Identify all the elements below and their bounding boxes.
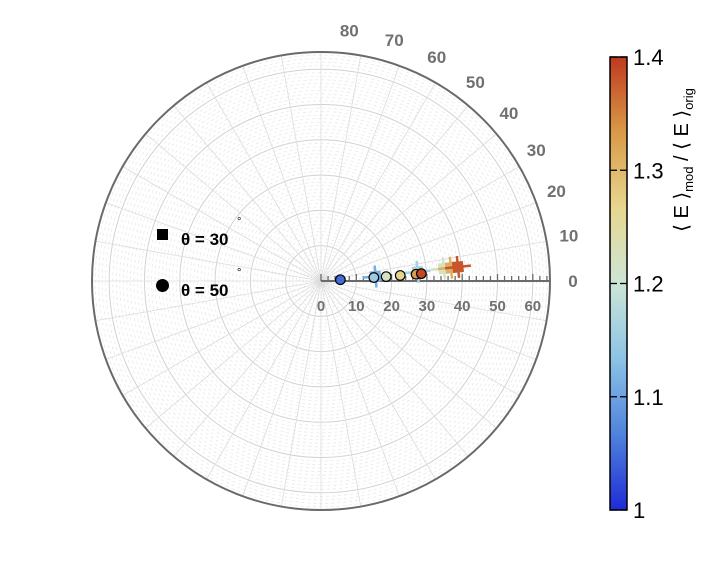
- angular-grid-line: [320, 280, 537, 360]
- angular-grid-line: [145, 133, 322, 282]
- colorbar-title-sub-mod: mod: [681, 167, 696, 192]
- angle-tick-label: 40: [499, 104, 518, 123]
- colorbar-tick-label: 1: [633, 498, 645, 523]
- angular-grid-line: [95, 240, 322, 282]
- colorbar-title-e-mod: ⟨ E ⟩: [671, 192, 693, 232]
- radial-tick-label: 20: [383, 298, 400, 315]
- data-point-circle: [394, 270, 406, 281]
- angular-grid-line: [242, 280, 322, 497]
- legend-circle-marker: [156, 279, 169, 292]
- data-point-circle: [380, 271, 392, 282]
- angular-grid-line: [206, 280, 322, 480]
- angular-grid-line: [122, 166, 322, 282]
- angle-tick-label: 10: [559, 226, 578, 245]
- radial-tick-labels: 0 10 20 30 40 50 60: [317, 298, 541, 315]
- colorbar-tick-label: 1.4: [633, 45, 664, 70]
- angular-grid-line: [280, 280, 322, 507]
- angular-grid-line: [320, 280, 400, 497]
- colorbar-tick-label: 1.3: [633, 158, 664, 183]
- angular-grid-line: [320, 166, 520, 282]
- data-point-circle: [415, 268, 427, 280]
- legend-unit-theta50: °: [237, 267, 241, 279]
- angular-grid-line: [105, 280, 322, 360]
- legend-label-theta50: θ = 50: [181, 281, 228, 300]
- colorbar-tick-label: 1.1: [633, 385, 664, 410]
- legend-square-marker: [157, 229, 168, 240]
- radial-tick-label: 40: [454, 298, 471, 315]
- angular-grid-line: [320, 55, 362, 282]
- angular-grid-line: [320, 202, 537, 282]
- angular-grid-line: [320, 280, 520, 396]
- data-point-square: [444, 255, 472, 279]
- angular-grid-line: [320, 105, 469, 282]
- angular-grid-line: [320, 133, 497, 282]
- angular-grid-line: [280, 55, 322, 282]
- radial-tick-label: 50: [489, 298, 506, 315]
- angular-grid-line: [320, 280, 469, 457]
- angle-tick-label: 20: [547, 182, 566, 201]
- angular-grid-line: [320, 280, 497, 429]
- angular-grid-line: [320, 240, 547, 282]
- data-point-circle: [368, 272, 380, 283]
- angular-grid-line: [145, 280, 322, 429]
- angular-grid-line: [95, 280, 322, 322]
- legend-label-theta30: θ = 30: [181, 230, 228, 249]
- angle-tick-label: 30: [527, 141, 546, 160]
- angular-grid-line: [320, 280, 436, 480]
- angular-grid-line: [320, 280, 362, 507]
- angular-grid-line: [320, 280, 547, 322]
- legend: θ = 30 ° θ = 50 °: [156, 216, 241, 300]
- angle-tick-label: 0: [568, 272, 577, 291]
- radial-tick-label: 10: [348, 298, 365, 315]
- radial-tick-label: 30: [419, 298, 436, 315]
- colorbar: 11.11.21.31.4 ⟨ E ⟩mod / ⟨ E ⟩orig: [609, 45, 696, 523]
- angle-tick-labels: 0 10 20 30 40 50 60 70 80: [340, 22, 578, 291]
- angular-grid-line: [105, 202, 322, 282]
- angle-tick-label: 50: [466, 73, 485, 92]
- angular-grid-line: [173, 105, 322, 282]
- data-points: [334, 255, 472, 288]
- colorbar-title: ⟨ E ⟩mod / ⟨ E ⟩orig: [671, 88, 696, 232]
- colorbar-title-sub-orig: orig: [681, 88, 696, 110]
- data-point-circle: [334, 274, 346, 286]
- angle-tick-label: 70: [385, 31, 404, 50]
- legend-unit-theta30: °: [237, 216, 241, 228]
- colorbar-ticks: 1 1.1 1.2 1.3 1.4: [610, 45, 664, 523]
- angular-grid-line: [242, 65, 322, 282]
- radial-tick-label: 60: [524, 298, 541, 315]
- radial-tick-label: 0: [317, 298, 325, 315]
- angular-grid-line: [122, 280, 322, 396]
- angular-grid-line: [320, 82, 436, 282]
- colorbar-title-sep: /: [671, 150, 693, 167]
- angular-grid-line: [320, 65, 400, 282]
- colorbar-tick-label: 1.2: [633, 272, 664, 297]
- angle-tick-label: 80: [340, 22, 359, 41]
- colorbar-title-e-orig: ⟨ E ⟩: [671, 110, 693, 150]
- angular-grid-line: [206, 82, 322, 282]
- angular-grid-line: [173, 280, 322, 457]
- angle-tick-label: 60: [427, 48, 446, 67]
